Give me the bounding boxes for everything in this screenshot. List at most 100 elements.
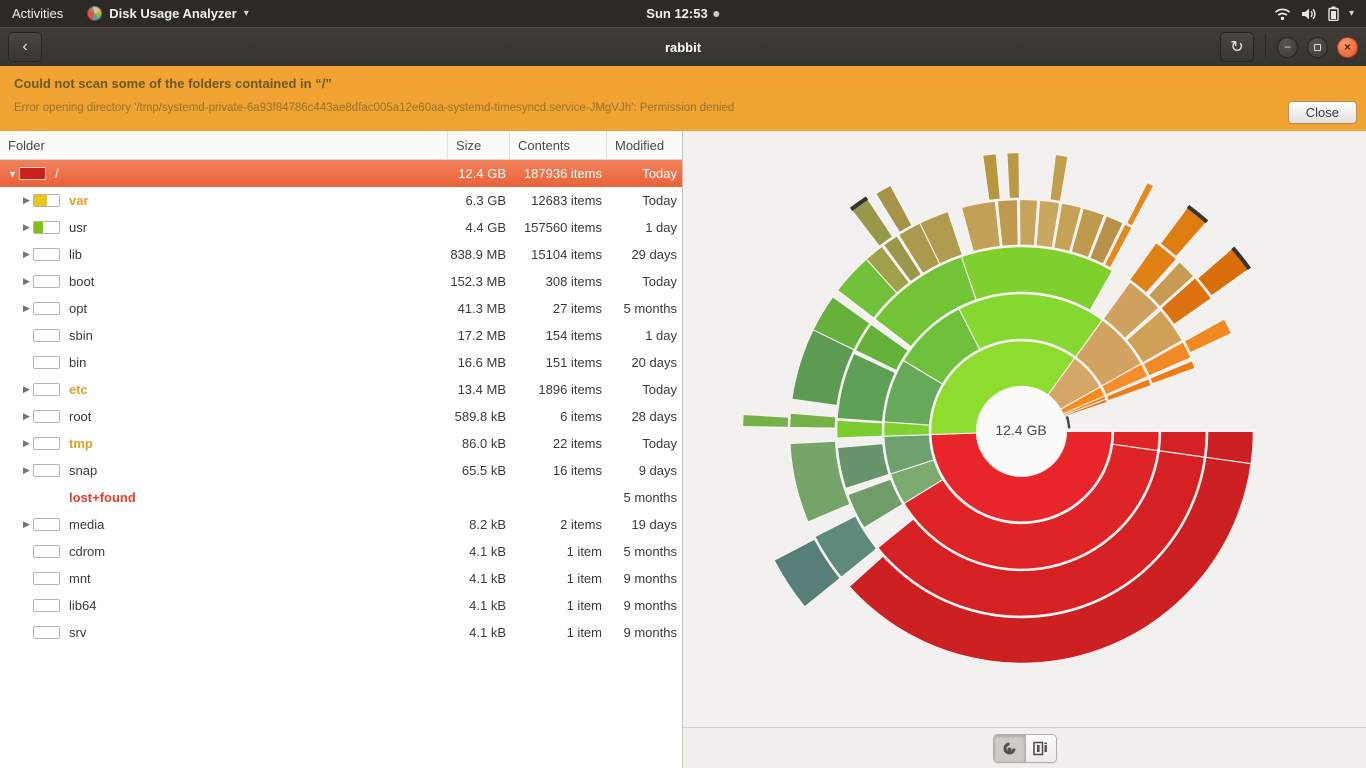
- ring-segment[interactable]: [1064, 414, 1072, 430]
- ring-segment[interactable]: [919, 210, 964, 265]
- treemap-chart-toggle[interactable]: [1024, 734, 1056, 762]
- expander-icon[interactable]: ▶: [23, 411, 30, 421]
- ring-segment[interactable]: [960, 200, 1001, 253]
- table-row[interactable]: ▶ tmp 86.0 kB 22 items Today: [0, 430, 682, 457]
- expander-icon[interactable]: ▶: [23, 276, 30, 286]
- expander-icon[interactable]: ▶: [23, 222, 30, 232]
- ring-segment[interactable]: [1128, 241, 1178, 294]
- minimize-button[interactable]: −: [1277, 36, 1298, 58]
- table-row[interactable]: lost+found 5 months: [0, 484, 682, 511]
- rescan-button[interactable]: ↻: [1220, 32, 1254, 62]
- ring-segment[interactable]: [836, 442, 890, 490]
- table-row[interactable]: ▶ snap 65.5 kB 16 items 9 days: [0, 457, 682, 484]
- ring-segment-var[interactable]: [930, 430, 1113, 523]
- table-row[interactable]: cdrom 4.1 kB 1 item 5 months: [0, 538, 682, 565]
- ring-segment[interactable]: [982, 153, 1001, 201]
- table-row[interactable]: mnt 4.1 kB 1 item 9 months: [0, 565, 682, 592]
- folder-name-cell: ▶ tmp: [0, 436, 447, 451]
- folder-name: boot: [69, 274, 95, 289]
- size-cell: 4.1 kB: [469, 571, 506, 586]
- column-header-folder[interactable]: Folder: [8, 137, 45, 153]
- ring-segment[interactable]: [1183, 318, 1233, 354]
- ring-segment[interactable]: [1125, 309, 1184, 364]
- expander-icon[interactable]: ▶: [23, 384, 30, 394]
- ring-segment-usr[interactable]: [930, 340, 1076, 436]
- ring-segment[interactable]: [996, 199, 1019, 247]
- column-header-contents[interactable]: Contents: [509, 131, 606, 159]
- table-row[interactable]: ▶ var 6.3 GB 12683 items Today: [0, 187, 682, 214]
- clock-button[interactable]: Sun 12:53: [636, 0, 729, 27]
- expander-icon[interactable]: ▶: [23, 303, 30, 313]
- ring-segment[interactable]: [1149, 360, 1196, 385]
- ring-segment[interactable]: [1018, 199, 1039, 247]
- ring-segment-other[interactable]: [1062, 398, 1108, 418]
- app-menu[interactable]: Disk Usage Analyzer ▾: [75, 0, 260, 27]
- chart-total-label: 12.4 GB: [995, 422, 1047, 438]
- ring-segment[interactable]: [812, 296, 871, 351]
- ring-segment[interactable]: [1160, 277, 1213, 326]
- expander-icon[interactable]: ▶: [23, 465, 30, 475]
- ring-segment[interactable]: [1006, 151, 1021, 200]
- table-row[interactable]: ▶ root 589.8 kB 6 items 28 days: [0, 403, 682, 430]
- ring-segment[interactable]: [960, 246, 1114, 312]
- rings-chart[interactable]: 12.4 GB: [683, 131, 1366, 727]
- activities-button[interactable]: Activities: [0, 0, 75, 27]
- ring-segment[interactable]: [1053, 202, 1083, 253]
- banner-close-button[interactable]: Close: [1287, 101, 1357, 124]
- table-row[interactable]: sbin 17.2 MB 154 items 1 day: [0, 322, 682, 349]
- ring-segment[interactable]: [789, 440, 851, 523]
- ring-segment[interactable]: [877, 450, 1206, 617]
- ring-segment[interactable]: [773, 538, 841, 608]
- ring-segment[interactable]: [1147, 261, 1195, 308]
- folder-name: opt: [69, 301, 88, 316]
- expander-icon[interactable]: ▶: [23, 195, 30, 205]
- battery-icon: [1328, 6, 1339, 21]
- ring-segment[interactable]: [1089, 215, 1124, 265]
- ring-segment[interactable]: [847, 478, 904, 529]
- ring-segment[interactable]: [958, 293, 1104, 358]
- ring-segment[interactable]: [1035, 199, 1061, 249]
- back-button[interactable]: ‹: [8, 32, 42, 62]
- ring-segment[interactable]: [865, 245, 911, 294]
- table-row[interactable]: ▶ media 8.2 kB 2 items 19 days: [0, 511, 682, 538]
- expander-icon[interactable]: ▶: [23, 519, 30, 529]
- ring-segment[interactable]: [836, 352, 897, 423]
- ring-segment[interactable]: [848, 456, 1252, 664]
- ring-segment[interactable]: [1125, 181, 1155, 227]
- column-header-modified[interactable]: Modified: [606, 131, 682, 159]
- table-row[interactable]: ▶ lib 838.9 MB 15104 items 29 days: [0, 241, 682, 268]
- ring-segment[interactable]: [874, 184, 913, 234]
- table-row[interactable]: ▶ etc 13.4 MB 1896 items Today: [0, 376, 682, 403]
- ring-segment[interactable]: [1102, 281, 1160, 340]
- ring-segment[interactable]: [1070, 207, 1106, 259]
- ring-segment[interactable]: [1103, 223, 1133, 269]
- expander-icon[interactable]: ▶: [23, 249, 30, 259]
- ring-segment[interactable]: [854, 323, 909, 372]
- system-tray[interactable]: ▾: [1262, 0, 1366, 27]
- ring-segment[interactable]: [1142, 341, 1192, 377]
- folder-name: etc: [69, 382, 88, 397]
- ring-segment[interactable]: [789, 412, 837, 429]
- table-row[interactable]: ▶ usr 4.4 GB 157560 items 1 day: [0, 214, 682, 241]
- close-window-button[interactable]: ×: [1337, 36, 1358, 58]
- ring-segment[interactable]: [1049, 154, 1069, 203]
- table-row[interactable]: ▶ opt 41.3 MB 27 items 5 months: [0, 295, 682, 322]
- column-header-size[interactable]: Size: [447, 131, 509, 159]
- ring-segment[interactable]: [836, 419, 884, 439]
- usage-swatch: [33, 626, 60, 639]
- table-row[interactable]: lib64 4.1 kB 1 item 9 months: [0, 592, 682, 619]
- table-row[interactable]: bin 16.6 MB 151 items 20 days: [0, 349, 682, 376]
- maximize-button[interactable]: [1307, 36, 1328, 58]
- table-row[interactable]: ▶ boot 152.3 MB 308 items Today: [0, 268, 682, 295]
- rings-chart-toggle[interactable]: [993, 734, 1025, 762]
- expander-icon[interactable]: ▼: [8, 168, 17, 179]
- expander-icon[interactable]: ▶: [23, 438, 30, 448]
- ring-segment[interactable]: [903, 443, 1159, 570]
- ring-segment[interactable]: [1105, 378, 1152, 402]
- table-row[interactable]: srv 4.1 kB 1 item 9 months: [0, 619, 682, 646]
- ring-segment[interactable]: [882, 235, 923, 283]
- ring-segment[interactable]: [814, 515, 878, 579]
- table-row[interactable]: ▼/12.4 GB 187936 items Today: [0, 160, 682, 187]
- ring-segment[interactable]: [1100, 362, 1149, 396]
- ring-segment[interactable]: [742, 413, 790, 428]
